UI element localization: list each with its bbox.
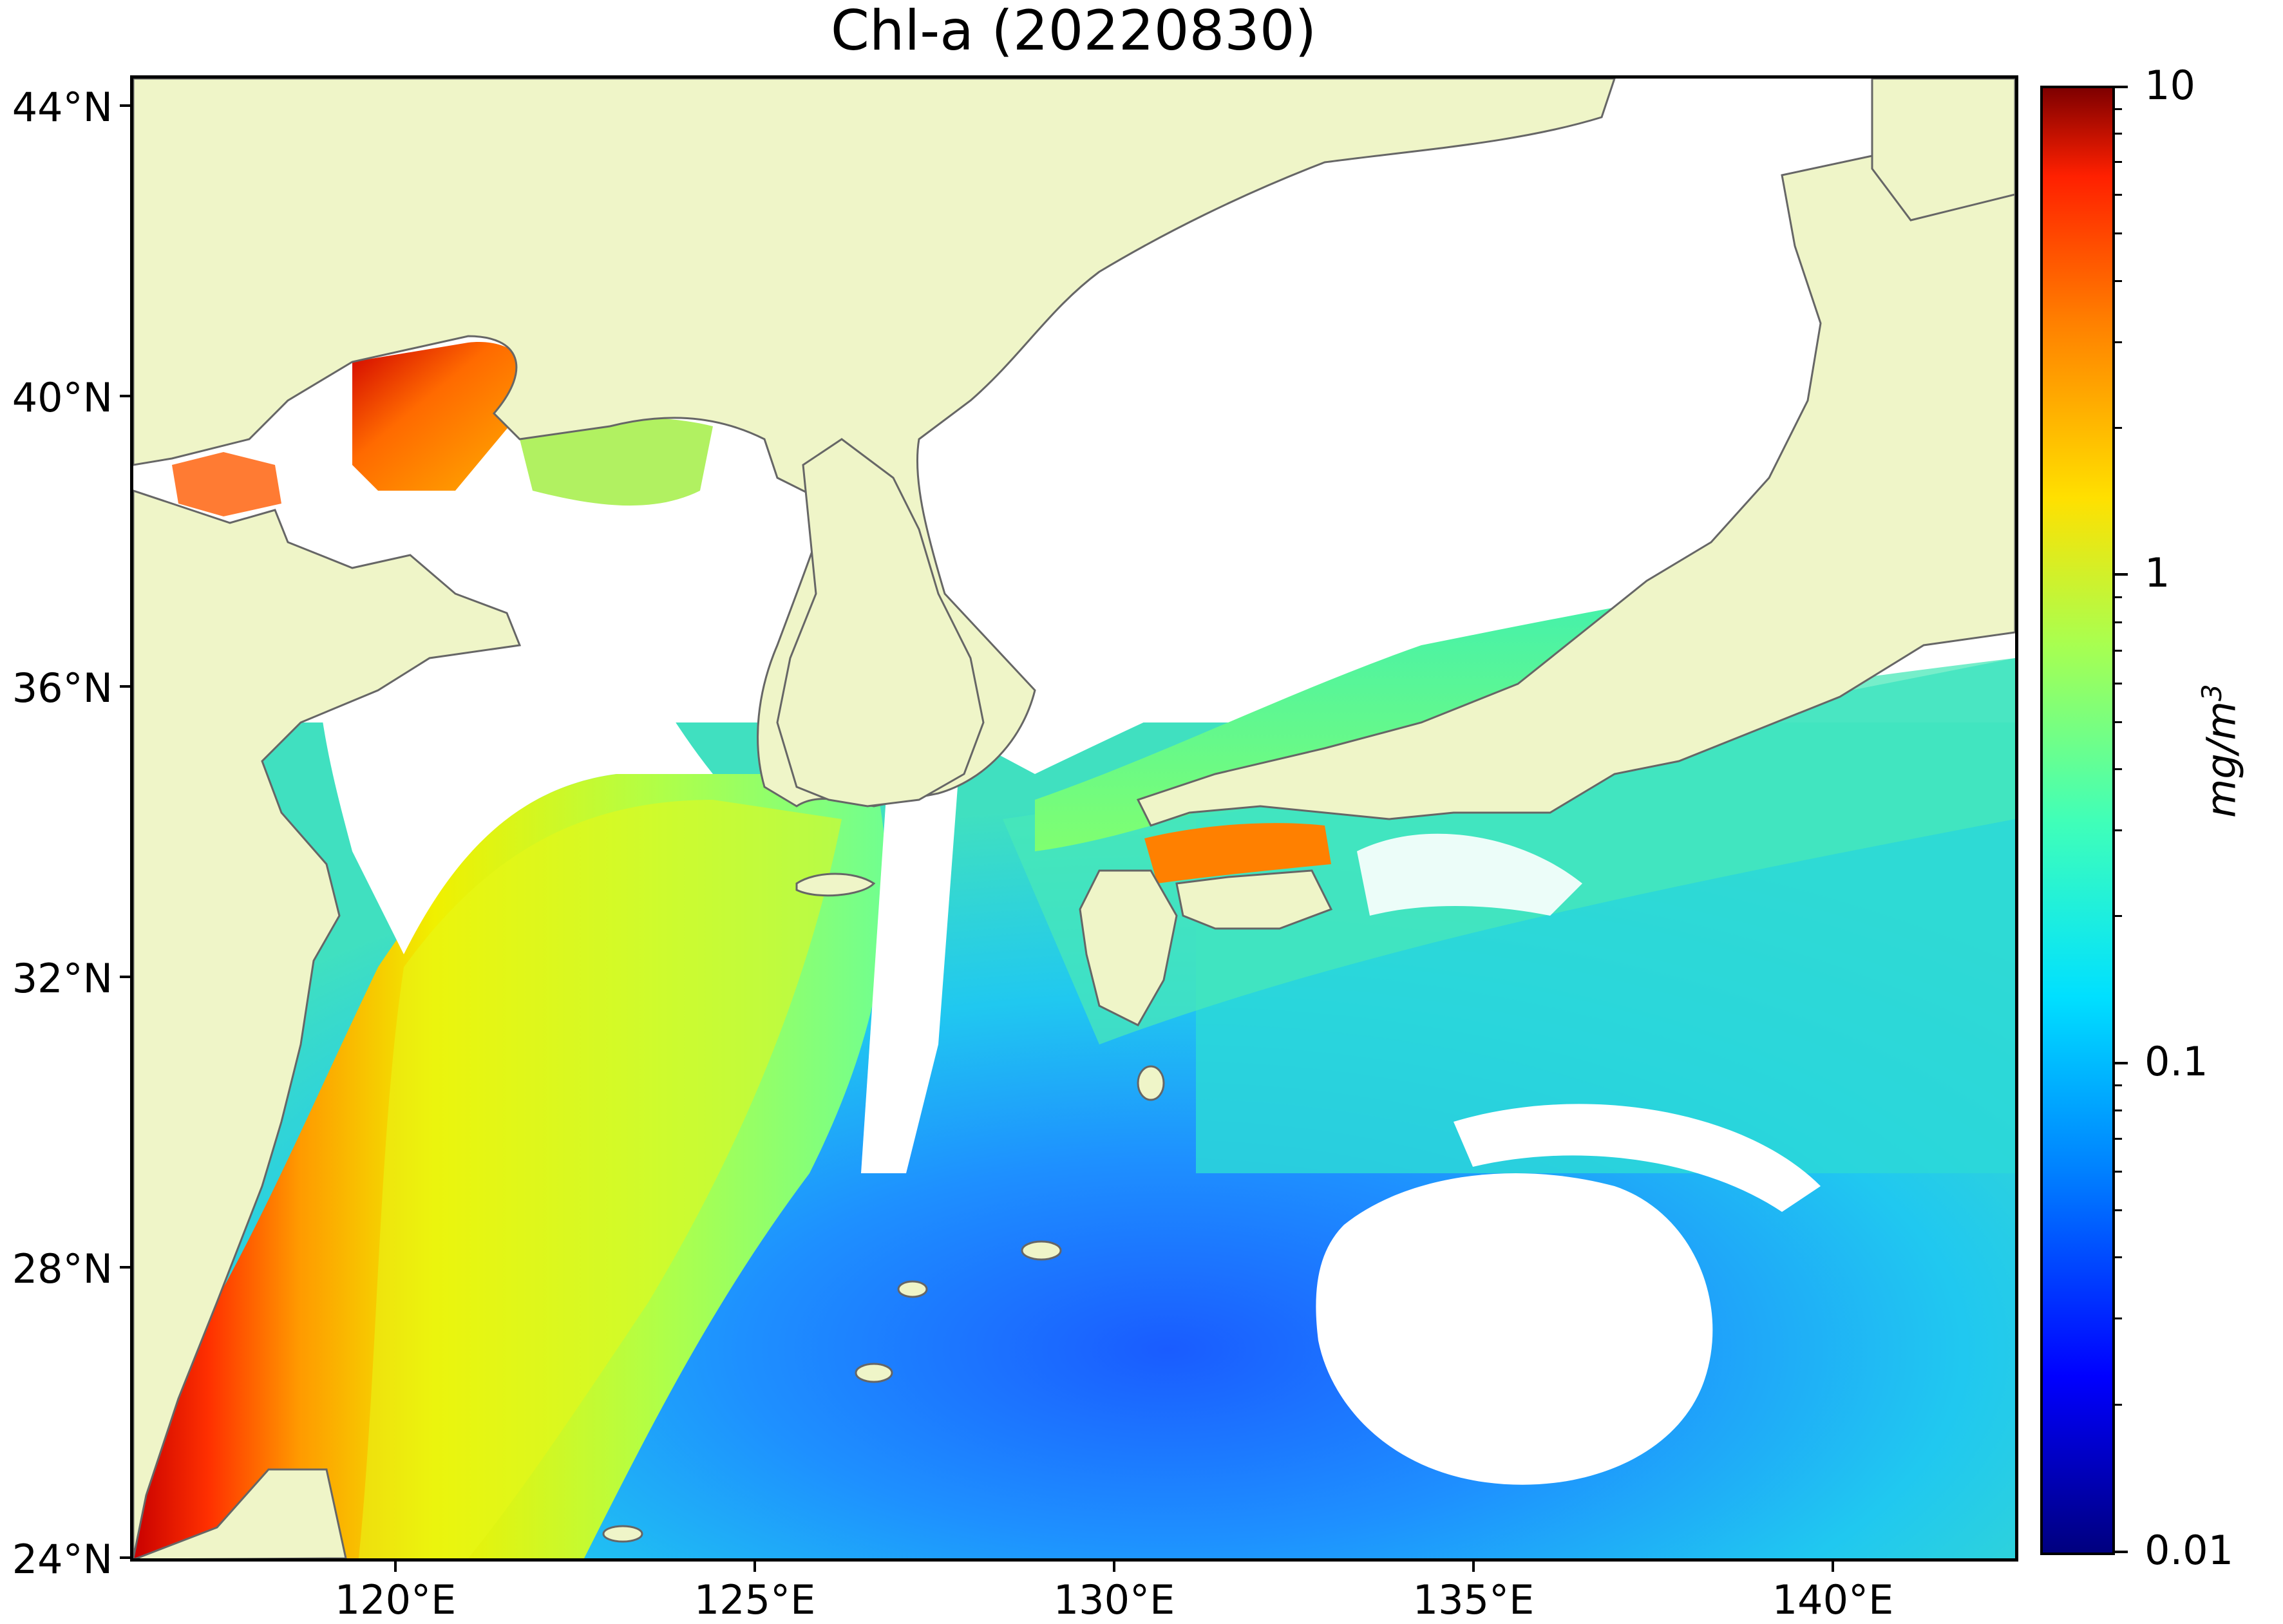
colorbar-minor-tick [2115,161,2122,163]
colorbar-minor-tick [2115,721,2122,723]
lon-label-130: 130°E [1053,1576,1175,1623]
no-data-japan-sea [925,164,1743,775]
colorbar-minor-tick [2115,1084,2122,1086]
lon-tick-135 [1472,1562,1475,1572]
colorbar-minor-tick [2115,1256,2122,1258]
ocean-bohai-west [172,452,281,516]
lat-label-36: 36°N [12,665,113,712]
colorbar-minor-tick [2115,768,2122,770]
colorbar-label-10: 10 [2145,62,2195,109]
lon-tick-125 [753,1562,756,1572]
colorbar-tick-0-1 [2115,1062,2128,1064]
lon-tick-140 [1832,1562,1834,1572]
lat-tick-44 [120,104,130,107]
colorbar-minor-tick [2115,621,2122,623]
colorbar-minor-tick [2115,341,2122,343]
colorbar-minor-tick [2115,650,2122,652]
land-china-north [133,79,1616,807]
colorbar-minor-tick [2115,596,2122,598]
lat-label-32: 32°N [12,955,113,1002]
colorbar-minor-tick [2115,1138,2122,1140]
ocean-bohai-bay [352,342,531,491]
colorbar-minor-tick [2115,1317,2122,1319]
colorbar-minor-tick [2115,232,2122,234]
colorbar [2040,86,2115,1555]
land-shikoku [1175,869,1333,930]
lat-tick-32 [120,976,130,978]
ocean-yellow-band [359,800,842,1558]
cloud-pacific-patches [1357,833,1582,916]
colorbar-minor-tick [2115,1171,2122,1173]
colorbar-minor-tick [2115,1209,2122,1211]
colorbar-unit: mg/m3 [2196,684,2245,818]
land-kyushu [1079,869,1178,1026]
lat-tick-40 [120,395,130,397]
colorbar-minor-tick [2115,427,2122,429]
land-korea [776,438,985,807]
cloud-east-china-sea-strip [861,787,958,1173]
map-canvas [133,79,2015,1558]
colorbar-tick-1 [2115,573,2128,576]
lon-tick-130 [1113,1562,1115,1572]
lon-label-135: 135°E [1412,1576,1535,1623]
colorbar-label-1: 1 [2145,549,2170,596]
lat-label-28: 28°N [12,1245,113,1292]
colorbar-minor-tick [2115,683,2122,685]
colorbar-tick-0-01 [2115,1551,2128,1553]
colorbar-label-0-1: 0.1 [2145,1038,2208,1085]
figure-title: Chl-a (20220830) [830,0,1317,63]
lat-tick-36 [120,685,130,688]
colorbar-minor-tick [2115,1404,2122,1406]
colorbar-minor-tick [2115,133,2122,135]
lon-label-125: 125°E [694,1576,816,1623]
land-shandong [133,489,522,1558]
colorbar-minor-tick [2115,915,2122,917]
lat-label-40: 40°N [12,374,113,421]
colorbar-label-0-01: 0.01 [2145,1527,2234,1574]
colorbar-tick-10 [2115,86,2128,88]
lon-label-120: 120°E [334,1576,457,1623]
cloud-subtropical-high [1316,1173,1713,1485]
land-taiwan [134,1468,347,1558]
lon-label-140: 140°E [1772,1576,1894,1623]
colorbar-unit-base: mg/m [2197,701,2245,818]
lat-label-24: 24°N [12,1536,113,1583]
land-jeju [795,873,876,897]
colorbar-minor-tick [2115,194,2122,196]
land-hokkaido-coast [1871,79,2015,222]
lat-tick-28 [120,1266,130,1269]
lon-tick-120 [394,1562,397,1572]
land-ryukyu-islands [602,1065,1165,1543]
ocean-seto-inland-sea [1144,823,1331,883]
lat-label-44: 44°N [12,84,113,131]
lat-tick-24 [120,1556,130,1559]
cloud-ring [1454,1104,1821,1212]
land-japan-honshu [1136,155,2015,827]
map-panel [130,75,2018,1562]
ocean-liaodong-bay [520,417,713,506]
colorbar-minor-tick [2115,108,2122,110]
colorbar-minor-tick [2115,829,2122,831]
colorbar-unit-exponent: 3 [2196,684,2228,701]
colorbar-minor-tick [2115,1109,2122,1111]
colorbar-minor-tick [2115,280,2122,282]
